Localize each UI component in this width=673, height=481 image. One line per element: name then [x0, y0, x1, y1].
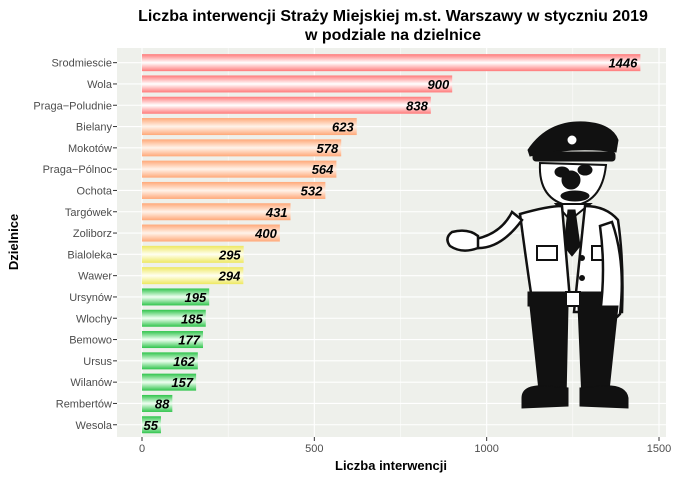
bar-value-label: 195 [185, 290, 207, 305]
bar [142, 96, 431, 114]
bar-value-label: 564 [312, 162, 334, 177]
y-tick-label: Zoliborz [73, 228, 112, 240]
bar [142, 54, 641, 72]
y-tick-label: Ursus [83, 356, 112, 368]
bar [142, 331, 204, 349]
bar [142, 416, 161, 434]
y-tick-label: Targówek [65, 207, 113, 219]
bar-value-label: 88 [155, 396, 170, 411]
x-axis-ticks: 0 500 1000 1500 [139, 437, 671, 455]
bar [142, 160, 337, 178]
bar [142, 309, 206, 327]
bar [142, 203, 291, 221]
y-tick-label: Mokotów [68, 143, 112, 155]
x-tick-label: 1000 [474, 443, 498, 455]
y-tick-label: Bemowo [69, 335, 112, 347]
bars [142, 54, 641, 434]
y-tick-label: Bielany [76, 122, 113, 134]
bar-value-label: 431 [265, 205, 288, 220]
bar-value-label: 55 [143, 418, 158, 433]
x-tick-label: 500 [305, 443, 323, 455]
y-tick-label: Srodmiescie [51, 58, 112, 70]
y-tick-label: Wesola [76, 420, 113, 432]
bar [142, 245, 244, 263]
bar [142, 352, 198, 370]
bar-value-label: 185 [181, 311, 203, 326]
y-tick-label: Wola [87, 79, 113, 91]
bar-value-label: 157 [171, 375, 193, 390]
y-axis-ticks: Srodmiescie Wola Praga−Poludnie Bielany Moko… [33, 58, 117, 432]
y-axis-title: Dzielnice [6, 214, 21, 270]
bar [142, 181, 326, 199]
data-labels: 1446 900 838 623 578 564 532 431 400 295 294 195 185… [143, 56, 638, 433]
police-officer-illustration [446, 121, 629, 409]
bar-value-label: 177 [178, 333, 200, 348]
y-tick-label: Praga−Pólnoc [43, 164, 113, 176]
bar-value-label: 900 [427, 77, 449, 92]
bar-value-label: 294 [218, 269, 241, 284]
y-tick-label: Rembertów [56, 398, 112, 410]
bar [142, 224, 280, 242]
chart-subtitle: w podziale na dzielnice [304, 27, 481, 44]
bar-value-label: 623 [332, 120, 354, 135]
bar-value-label: 1446 [608, 56, 638, 71]
y-tick-label: Ursynów [69, 292, 112, 304]
bar-value-label: 162 [173, 354, 195, 369]
y-tick-label: Ochota [77, 185, 113, 197]
chart-title: Liczba interwencji Straży Miejskiej m.st… [138, 8, 648, 25]
bar-value-label: 532 [301, 183, 323, 198]
bar [142, 288, 210, 306]
bar-value-label: 578 [317, 141, 339, 156]
bar-value-label: 400 [254, 226, 277, 241]
bar [142, 139, 342, 157]
x-tick-label: 1500 [647, 443, 671, 455]
y-tick-label: Wilanów [70, 377, 112, 389]
x-tick-label: 0 [139, 443, 145, 455]
bar [142, 118, 357, 136]
y-tick-label: Wawer [78, 271, 112, 283]
bar [142, 394, 173, 412]
bar [142, 267, 244, 285]
bar [142, 75, 453, 93]
y-tick-label: Bialoleka [67, 249, 113, 261]
bar-value-label: 295 [218, 247, 241, 262]
bar [142, 373, 197, 391]
x-axis-title: Liczba interwencji [335, 458, 447, 473]
bar-value-label: 838 [406, 98, 428, 113]
y-tick-label: Wlochy [76, 313, 113, 325]
y-tick-label: Praga−Poludnie [33, 100, 112, 112]
